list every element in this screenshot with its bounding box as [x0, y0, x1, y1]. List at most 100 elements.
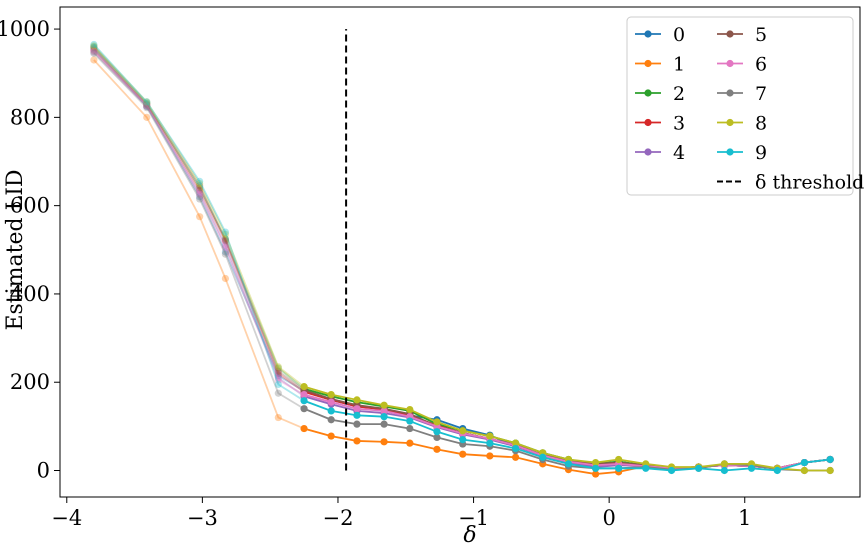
legend-item: 7	[717, 83, 767, 105]
legend-label: 8	[755, 113, 767, 135]
legend-item: δ threshold	[717, 172, 864, 194]
data-point	[353, 411, 361, 419]
data-point	[90, 44, 98, 52]
data-point	[353, 396, 361, 404]
legend-marker	[726, 59, 734, 68]
data-point	[221, 228, 230, 236]
data-point	[90, 45, 98, 53]
data-point	[406, 417, 414, 425]
data-point	[300, 383, 308, 391]
data-point	[539, 453, 547, 461]
data-point	[615, 464, 623, 472]
legend-item: 1	[635, 54, 685, 76]
data-point	[221, 241, 230, 249]
legend-marker	[726, 89, 734, 97]
data-point	[353, 405, 361, 413]
plot-frame	[59, 6, 861, 498]
y-axis-label: Estimated LID	[3, 169, 28, 330]
data-point	[196, 189, 204, 197]
data-point	[143, 99, 151, 107]
legend-item: 8	[717, 113, 767, 135]
data-point	[90, 42, 98, 50]
data-point	[196, 186, 204, 194]
data-point	[486, 452, 494, 460]
data-point	[196, 179, 204, 188]
data-point	[486, 432, 494, 440]
data-point	[143, 102, 151, 110]
data-point	[221, 248, 230, 256]
data-point	[380, 401, 388, 409]
data-point	[353, 437, 361, 445]
y-tick-label: 0	[37, 459, 50, 483]
data-point	[615, 455, 623, 464]
legend-label: 3	[673, 113, 685, 135]
data-point	[274, 367, 282, 375]
legend-label: 0	[673, 24, 685, 46]
y-tick-label: 400	[10, 282, 50, 306]
series-0-faded-line	[93, 48, 332, 401]
legend-item: 0	[635, 24, 685, 46]
data-point	[380, 420, 388, 428]
series-7-faded-line	[93, 52, 332, 421]
data-point	[90, 40, 98, 49]
legend-item: 5	[717, 24, 767, 46]
data-point	[274, 380, 282, 389]
data-point	[196, 213, 204, 221]
data-point	[747, 464, 756, 472]
data-point	[90, 48, 98, 56]
legend-item: 4	[635, 142, 685, 164]
data-point	[90, 49, 98, 57]
data-point	[221, 250, 230, 258]
data-point	[406, 439, 414, 447]
data-point	[196, 177, 204, 185]
legend-label: 7	[755, 83, 767, 105]
data-point	[300, 405, 308, 413]
data-point	[221, 237, 230, 245]
data-point	[773, 466, 781, 475]
data-point	[90, 47, 98, 55]
data-point	[406, 424, 414, 433]
legend-marker	[644, 118, 652, 127]
data-point	[486, 439, 494, 447]
data-point	[221, 235, 230, 243]
data-point	[90, 43, 98, 51]
series-9	[90, 40, 834, 475]
data-point	[221, 236, 230, 244]
data-point	[591, 470, 600, 478]
legend-box	[626, 16, 854, 196]
data-point	[380, 413, 388, 421]
legend-label: 2	[673, 83, 685, 105]
legend-label: δ threshold	[755, 172, 864, 194]
axes-layer: −4 −3 −2 −1 0 1 0 200 400 600 800 1000	[0, 17, 751, 530]
data-point	[511, 453, 520, 461]
data-point	[300, 397, 308, 405]
data-point	[564, 460, 573, 468]
data-point	[221, 230, 230, 238]
legend-item: 2	[635, 83, 685, 105]
data-point	[143, 100, 151, 108]
y-tick-label: 800	[10, 105, 50, 129]
data-point	[459, 436, 467, 444]
legend-item: 6	[717, 54, 767, 76]
series-layer	[90, 40, 834, 478]
legend: 0 1 2 3 4 5 6 7 8 9 δ threshold	[626, 16, 864, 196]
x-tick-label: 0	[602, 506, 615, 530]
data-point	[274, 389, 282, 397]
x-tick-label: −2	[322, 506, 353, 530]
data-point	[667, 466, 676, 475]
x-tick-label: −3	[187, 506, 218, 530]
data-point	[274, 369, 282, 377]
data-point	[591, 458, 600, 467]
data-point	[327, 390, 335, 399]
legend-label: 5	[755, 24, 767, 46]
data-point	[433, 418, 441, 426]
data-point	[642, 464, 650, 472]
data-point	[720, 466, 729, 475]
data-point	[459, 427, 467, 435]
legend-marker	[644, 89, 652, 97]
data-point	[300, 424, 308, 433]
legend-marker	[726, 148, 734, 156]
x-tick-label: −4	[51, 506, 82, 530]
